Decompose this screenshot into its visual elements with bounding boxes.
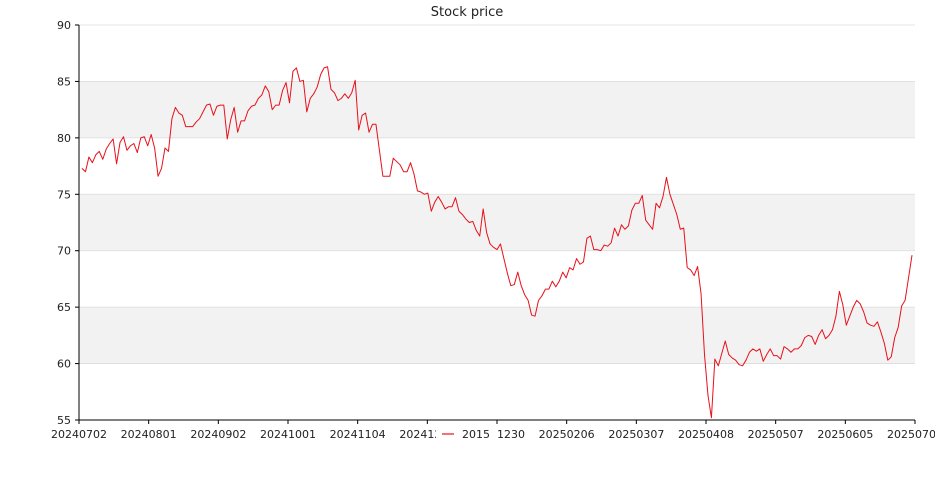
y-tick-label: 75 [57,188,71,201]
grid-band [79,81,915,138]
grid-band [79,307,915,364]
x-tick-label: 20240702 [51,428,107,441]
x-tick-label: 20240801 [121,428,177,441]
x-tick-label: 20240902 [190,428,246,441]
x-tick-label: 20241104 [330,428,386,441]
x-tick-label: 20241001 [260,428,316,441]
y-tick-label: 65 [57,301,71,314]
x-tick-label: 20250206 [539,428,595,441]
legend-background [436,425,498,443]
background-bands [79,81,915,364]
y-tick-label: 60 [57,358,71,371]
x-tick-label: 20250605 [817,428,873,441]
series-line-2015 [81,66,913,419]
legend-label: 2015 [462,428,490,441]
legend: 2015 [436,425,498,443]
y-tick-label: 90 [57,19,71,32]
chart-title: Stock price [431,5,503,20]
y-tick-label: 55 [57,414,71,427]
x-tick-labels: 20240702 20240801 20240902 20241001 20241104… [51,428,935,441]
y-tick-label: 70 [57,245,71,258]
axes [75,24,916,424]
x-tick-label: 20250307 [608,428,664,441]
y-tick-label: 80 [57,132,71,145]
x-tick-label: 20250701 [887,428,935,441]
series-layer [81,66,913,419]
grid-band [79,194,915,251]
y-tick-label: 85 [57,75,71,88]
x-tick-label: 20250507 [748,428,804,441]
y-tick-labels: 55 60 65 70 75 80 85 90 [57,19,71,427]
x-tick-label: 20250408 [678,428,734,441]
